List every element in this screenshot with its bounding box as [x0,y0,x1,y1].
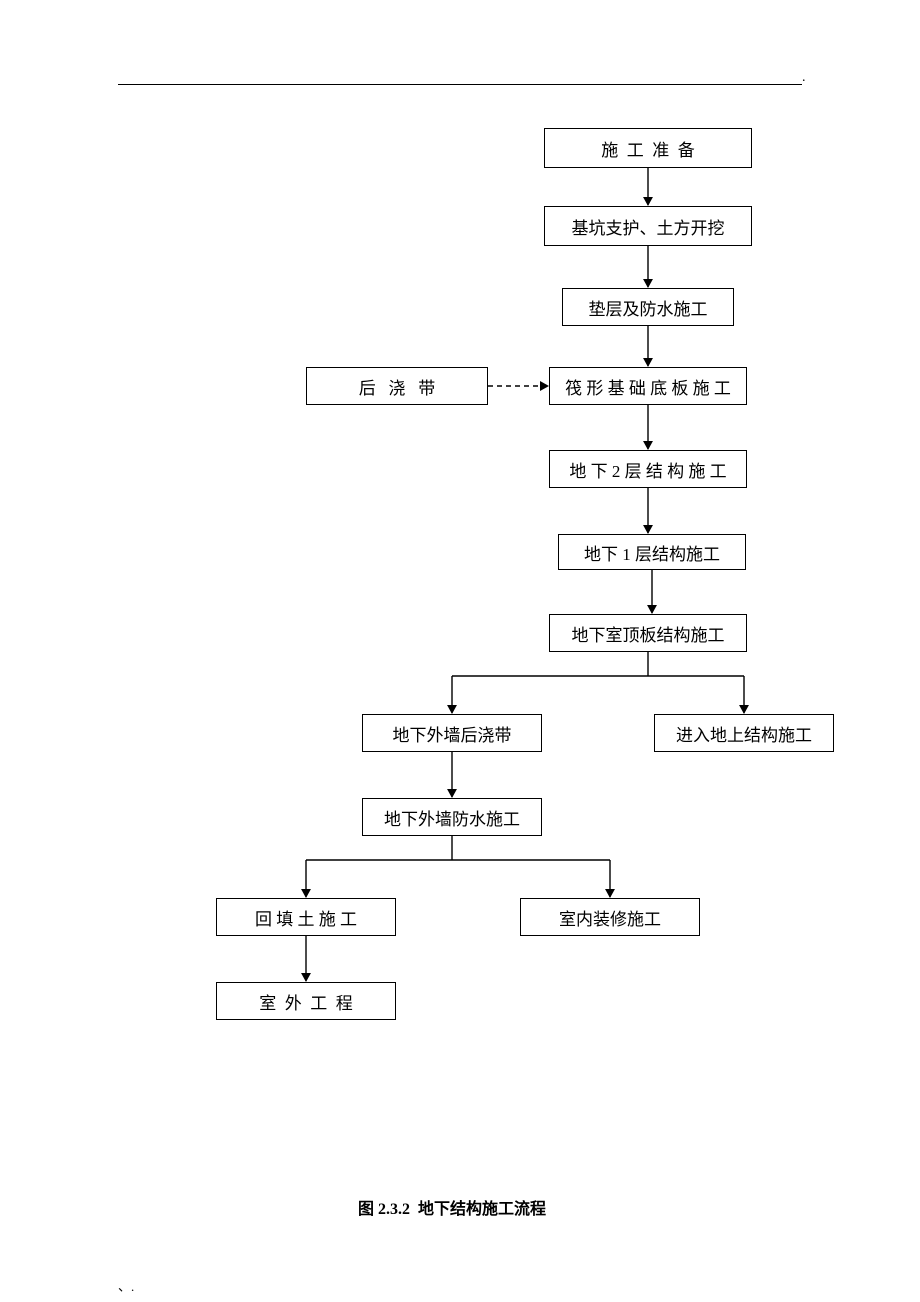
flow-node-label: 地 下 2 层 结 构 施 工 [569,457,726,482]
flow-node-label: 筏 形 基 础 底 板 施 工 [565,374,731,399]
arrows-layer [0,0,920,1302]
header-dot: . [802,70,806,86]
flow-node-n10a: 回 填 土 施 工 [216,898,396,936]
flow-node-label: 室 外 工 程 [259,989,353,1014]
footer-mark: 、. [118,1276,134,1295]
flow-node-n1: 施 工 准 备 [544,128,752,168]
flow-node-label: 地下外墙后浇带 [393,721,512,746]
flow-node-n9: 地下外墙防水施工 [362,798,542,836]
flow-node-label: 基坑支护、土方开挖 [572,214,725,239]
figure-caption: 图 2.3.2 地下结构施工流程 [358,1195,546,1219]
flow-node-n8a: 地下外墙后浇带 [362,714,542,752]
flow-node-n11: 室 外 工 程 [216,982,396,1020]
flow-node-n2: 基坑支护、土方开挖 [544,206,752,246]
flow-node-n3: 垫层及防水施工 [562,288,734,326]
flow-node-label: 施 工 准 备 [601,136,695,161]
flow-node-label: 后 浇 带 [359,374,436,399]
flow-node-label: 室内装修施工 [559,905,661,930]
flow-node-n6: 地下 1 层结构施工 [558,534,746,570]
flow-node-label: 回 填 土 施 工 [255,905,357,930]
header-rule [118,84,802,85]
flow-node-n8b: 进入地上结构施工 [654,714,834,752]
flow-node-n4: 筏 形 基 础 底 板 施 工 [549,367,747,405]
flow-node-label: 地下外墙防水施工 [384,805,520,830]
flow-node-n7: 地下室顶板结构施工 [549,614,747,652]
flow-node-label: 进入地上结构施工 [676,721,812,746]
flow-node-label: 地下室顶板结构施工 [572,621,725,646]
flow-node-n4s: 后 浇 带 [306,367,488,405]
flow-node-label: 地下 1 层结构施工 [584,540,720,565]
flow-node-n5: 地 下 2 层 结 构 施 工 [549,450,747,488]
flow-node-label: 垫层及防水施工 [589,295,708,320]
page: . 施 工 准 备基坑支护、土方开挖垫层及防水施工筏 形 基 础 底 板 施 工… [0,0,920,1302]
flow-node-n10b: 室内装修施工 [520,898,700,936]
